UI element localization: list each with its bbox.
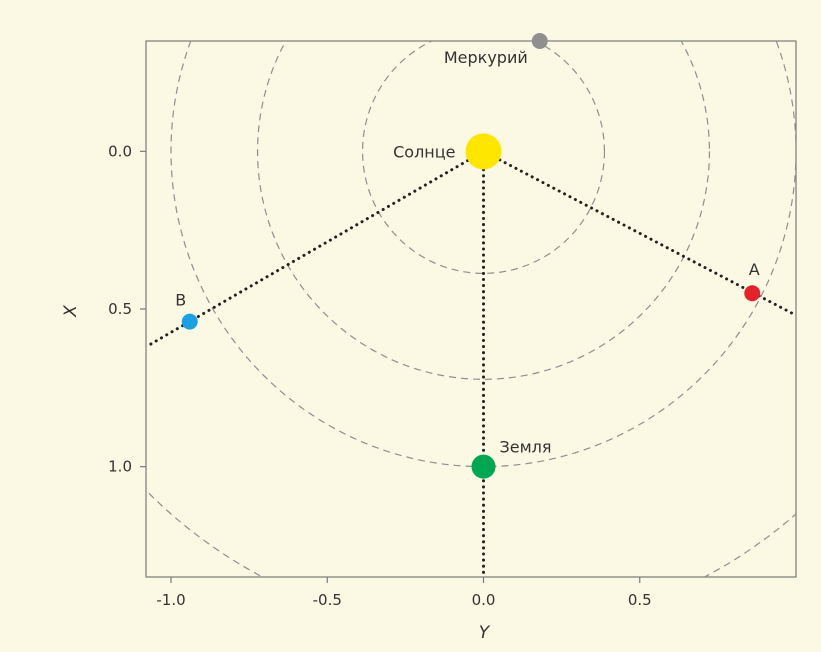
x-tick-label: -1.0: [156, 591, 185, 609]
y-tick-label: 0.5: [108, 300, 132, 318]
y-tick-label: 1.0: [108, 458, 132, 476]
body-label: А: [749, 260, 760, 279]
body-label: Земля: [500, 438, 552, 457]
body-label: В: [175, 291, 186, 310]
body-planet: [471, 454, 496, 479]
plot-area: [145, 40, 797, 578]
y-tick-label: 0.0: [108, 142, 132, 160]
orbit-0: [361, 41, 606, 274]
orbit-1: [257, 41, 710, 380]
x-tick-label: 0.5: [628, 591, 652, 609]
body-planet: [744, 285, 761, 302]
sight-lines: [146, 149, 796, 577]
x-tick-label: -0.5: [313, 591, 342, 609]
x-axis-title: Y: [479, 623, 491, 643]
sight-line-1: [482, 149, 796, 317]
axis-ticks: -1.0 -0.5 0.0 0.5 0.0 0.5 1.0: [108, 142, 652, 609]
body-label: Меркурий: [444, 48, 528, 67]
body-planet: [181, 313, 198, 330]
sight-line-2: [146, 149, 485, 349]
body-sun: [465, 133, 502, 170]
x-tick-label: 0.0: [472, 591, 496, 609]
body-label: Солнце: [393, 142, 455, 161]
bodies: Солнце Меркурий Земля А В: [175, 33, 761, 479]
body-planet: [531, 33, 548, 49]
y-axis-title: X: [61, 305, 81, 318]
